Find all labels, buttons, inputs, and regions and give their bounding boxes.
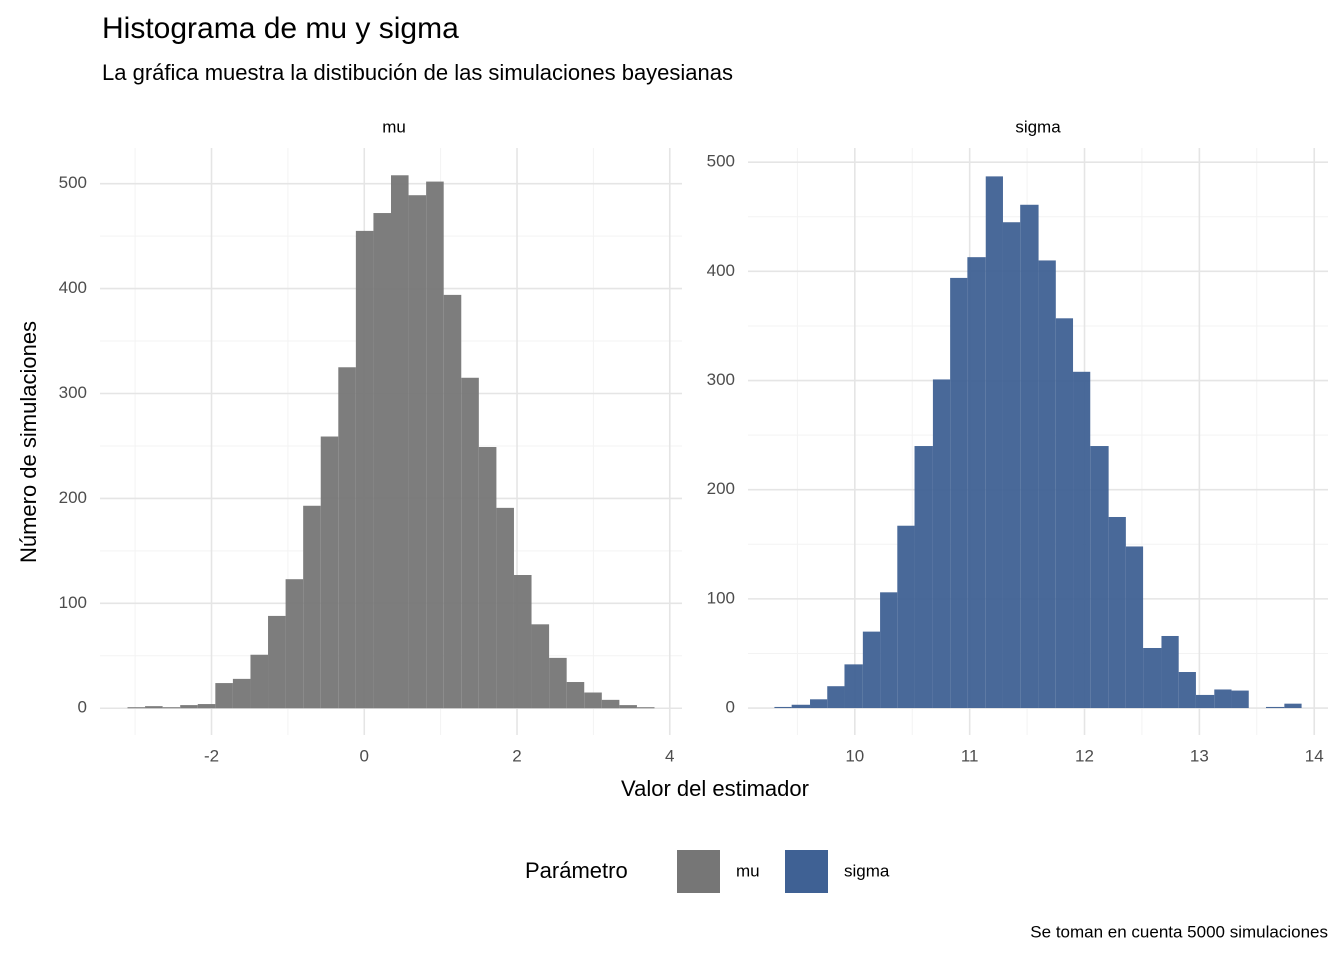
bar: [478, 447, 497, 709]
bar: [320, 436, 339, 709]
legend-title: Parámetro: [525, 858, 628, 883]
x-tick-label: 4: [665, 746, 674, 765]
bar: [197, 704, 216, 709]
x-axis-label: Valor del estimador: [621, 776, 809, 801]
y-tick-label: 400: [707, 261, 735, 280]
bar: [844, 664, 863, 709]
bar: [338, 367, 356, 709]
bar: [391, 175, 409, 709]
bar: [636, 707, 655, 709]
y-tick-label: 400: [59, 278, 87, 297]
facet-label: mu: [382, 117, 406, 136]
bar: [897, 525, 915, 709]
y-tick-label: 0: [78, 698, 87, 717]
bar: [145, 706, 163, 709]
bar: [1195, 694, 1215, 709]
x-tick-label: 12: [1075, 746, 1094, 765]
bar: [1214, 689, 1232, 709]
y-tick-label: 100: [59, 593, 87, 612]
y-tick-label: 100: [707, 588, 735, 607]
bar: [268, 615, 286, 709]
bar: [180, 705, 198, 709]
bar: [932, 379, 951, 709]
bar: [791, 704, 811, 709]
bar: [950, 277, 968, 709]
bar: [1125, 546, 1144, 709]
bar: [215, 683, 233, 709]
bar: [303, 505, 321, 709]
x-tick-label: 13: [1190, 746, 1209, 765]
bar: [619, 705, 637, 709]
bar: [985, 176, 1003, 709]
bar: [426, 181, 444, 709]
legend-swatch: [677, 850, 720, 893]
x-tick-label: 11: [961, 746, 979, 765]
chart-subtitle: La gráfica muestra la distibución de las…: [102, 60, 733, 85]
y-tick-label: 300: [707, 370, 735, 389]
bar: [584, 692, 602, 709]
x-tick-label: 10: [845, 746, 864, 765]
y-tick-label: 500: [707, 152, 735, 171]
x-tick-label: 2: [512, 746, 521, 765]
x-tick-label: 14: [1305, 746, 1324, 765]
bar: [496, 507, 514, 709]
bar: [1108, 516, 1126, 709]
bar: [1143, 647, 1162, 709]
bar: [1055, 318, 1074, 709]
y-tick-label: 500: [59, 173, 87, 192]
bar: [443, 294, 462, 709]
bar: [810, 699, 828, 709]
bar: [250, 654, 269, 709]
bar: [408, 195, 427, 709]
y-tick-label: 300: [59, 383, 87, 402]
y-axis-label: Número de simulaciones: [16, 321, 41, 563]
bar: [967, 257, 986, 709]
bar: [1178, 672, 1196, 709]
bar: [827, 686, 845, 709]
x-tick-label: 0: [360, 746, 369, 765]
bar: [774, 706, 792, 709]
y-tick-label: 0: [726, 698, 735, 717]
bar: [373, 213, 391, 709]
bar: [601, 699, 620, 709]
bar: [862, 631, 881, 709]
caption: Se toman en cuenta 5000 simulaciones: [1030, 922, 1328, 941]
bar: [127, 707, 146, 709]
bar: [1161, 635, 1179, 709]
bar: [232, 678, 251, 709]
bar: [285, 579, 304, 709]
bar: [1090, 446, 1109, 709]
bar: [1038, 260, 1056, 709]
bar: [1073, 371, 1091, 709]
bar: [1231, 690, 1249, 709]
bar: [531, 624, 550, 709]
legend-swatch: [785, 850, 828, 893]
bar: [355, 230, 374, 709]
facet-label: sigma: [1015, 117, 1061, 136]
legend-label: mu: [736, 861, 760, 880]
bar: [549, 657, 567, 709]
legend-label: sigma: [844, 861, 890, 880]
x-tick-label: -2: [204, 746, 219, 765]
y-tick-label: 200: [59, 488, 87, 507]
bar: [513, 575, 532, 709]
bar: [566, 682, 585, 709]
bar: [880, 592, 898, 709]
y-tick-label: 200: [707, 479, 735, 498]
chart-title: Histograma de mu y sigma: [102, 12, 459, 45]
bar: [1002, 222, 1021, 709]
bar: [1020, 204, 1039, 709]
bar: [1265, 706, 1285, 709]
bar: [1284, 703, 1302, 709]
bar: [162, 707, 181, 709]
bar: [461, 377, 479, 709]
bar: [914, 446, 933, 709]
